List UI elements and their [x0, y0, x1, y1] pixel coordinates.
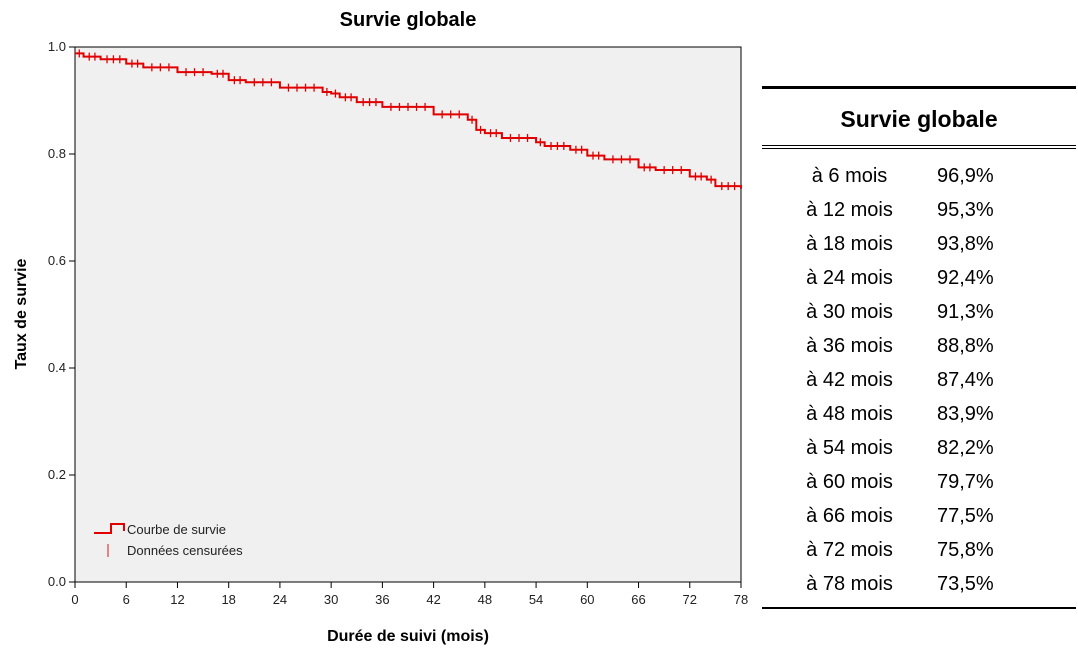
table-row: à 36 mois 88,8% — [762, 329, 1076, 363]
y-axis: 0.0 0.2 0.4 0.6 0.8 1.0 — [48, 39, 75, 589]
survival-curve-layer — [75, 49, 742, 191]
survival-curve — [75, 52, 742, 189]
y-tick-label: 0.4 — [48, 360, 66, 375]
row-label: à 72 mois — [806, 539, 893, 561]
table-row: à 12 mois 95,3% — [762, 193, 1076, 227]
x-tick-label: 36 — [375, 592, 389, 607]
row-value: 75,8% — [937, 539, 994, 561]
x-tick-label: 60 — [580, 592, 594, 607]
plot-area — [74, 46, 742, 583]
x-tick-label: 6 — [123, 592, 130, 607]
survival-chart: Survie globale 0.0 0.2 0.4 0.6 0.8 1.0 0 6 12 18… — [13, 9, 748, 645]
x-tick-label: 18 — [221, 592, 235, 607]
table-row: à 72 mois 75,8% — [762, 533, 1076, 567]
x-tick-label: 42 — [426, 592, 440, 607]
row-label: à 48 mois — [806, 403, 893, 425]
row-value: 91,3% — [937, 301, 994, 323]
row-value: 79,7% — [937, 471, 994, 493]
table-row: à 24 mois 92,4% — [762, 261, 1076, 295]
row-label: à 6 mois — [811, 165, 888, 187]
legend-label-censored: Données censurées — [127, 543, 243, 558]
row-label: à 54 mois — [806, 437, 893, 459]
legend: Courbe de survie Données censurées — [94, 522, 243, 558]
survival-summary-table: Survie globale à 6 mois 96,9% à 12 mois 95,… — [762, 86, 1076, 609]
x-tick-label: 24 — [273, 592, 287, 607]
table-row: à 54 mois 82,2% — [762, 431, 1076, 465]
table-row: à 42 mois 87,4% — [762, 363, 1076, 397]
x-tick-label: 30 — [324, 592, 338, 607]
row-label: à 36 mois — [806, 335, 893, 357]
row-label: à 24 mois — [806, 267, 893, 289]
x-tick-label: 54 — [529, 592, 543, 607]
row-value: 96,9% — [937, 165, 994, 187]
x-tick-label: 0 — [71, 592, 78, 607]
y-tick-label: 0.2 — [48, 467, 66, 482]
table-title: Survie globale — [840, 106, 998, 132]
x-tick-label: 12 — [170, 592, 184, 607]
y-tick-label: 0.8 — [48, 146, 66, 161]
legend-step-symbol — [94, 523, 125, 534]
table-top-rule — [762, 86, 1076, 89]
table-bottom-rule — [762, 607, 1076, 609]
row-value: 77,5% — [937, 505, 994, 527]
row-label: à 18 mois — [806, 233, 893, 255]
table-row: à 48 mois 83,9% — [762, 397, 1076, 431]
row-label: à 78 mois — [806, 573, 893, 595]
legend-label-curve: Courbe de survie — [127, 522, 226, 537]
row-value: 92,4% — [937, 267, 994, 289]
row-label: à 60 mois — [806, 471, 893, 493]
table-header-rule — [762, 145, 1076, 149]
table-row: à 60 mois 79,7% — [762, 465, 1076, 499]
x-tick-label: 72 — [683, 592, 697, 607]
row-value: 95,3% — [937, 199, 994, 221]
table-row: à 18 mois 93,8% — [762, 227, 1076, 261]
x-tick-label: 78 — [734, 592, 748, 607]
row-value: 88,8% — [937, 335, 994, 357]
y-tick-label: 1.0 — [48, 39, 66, 54]
row-value: 82,2% — [937, 437, 994, 459]
y-tick-label: 0.6 — [48, 253, 66, 268]
x-axis-label: Durée de suivi (mois) — [327, 628, 489, 645]
y-tick-label: 0.0 — [48, 574, 66, 589]
x-tick-label: 48 — [478, 592, 492, 607]
row-value: 83,9% — [937, 403, 994, 425]
row-label: à 42 mois — [806, 369, 893, 391]
row-label: à 66 mois — [806, 505, 893, 527]
row-label: à 12 mois — [806, 199, 893, 221]
row-value: 73,5% — [937, 573, 994, 595]
row-value: 93,8% — [937, 233, 994, 255]
y-axis-label: Taux de survie — [13, 258, 30, 369]
row-label: à 30 mois — [806, 301, 893, 323]
table-row: à 30 mois 91,3% — [762, 295, 1076, 329]
x-tick-label: 66 — [631, 592, 645, 607]
table-body: à 6 mois 96,9% à 12 mois 95,3% à 18 mois 93,8… — [762, 149, 1076, 601]
row-value: 87,4% — [937, 369, 994, 391]
chart-title: Survie globale — [340, 9, 477, 31]
x-axis: 0 6 12 18 24 30 36 42 48 54 60 66 72 78 — [71, 582, 748, 607]
table-row: à 6 mois 96,9% — [762, 159, 1076, 193]
table-row: à 66 mois 77,5% — [762, 499, 1076, 533]
table-row: à 78 mois 73,5% — [762, 567, 1076, 601]
